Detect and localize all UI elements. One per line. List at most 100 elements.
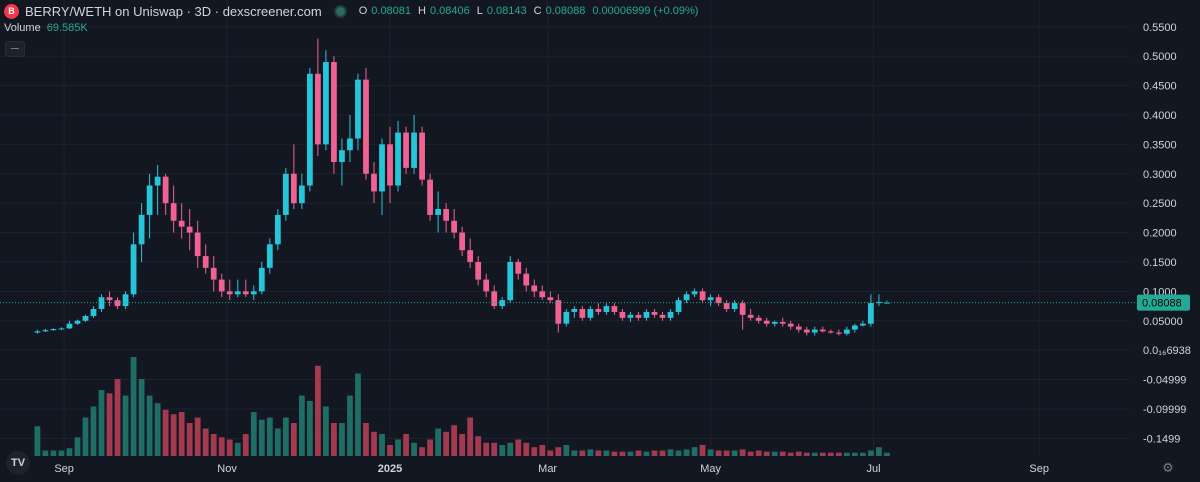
collapse-legend-button[interactable] bbox=[5, 41, 25, 57]
volume-bar bbox=[851, 452, 858, 456]
volume-bar bbox=[323, 406, 329, 456]
volume-bar bbox=[210, 434, 217, 456]
volume-bar bbox=[371, 431, 377, 456]
volume-bar bbox=[50, 450, 57, 456]
volume-bar bbox=[675, 450, 682, 456]
candle-body bbox=[803, 329, 810, 333]
candle-body bbox=[515, 261, 522, 274]
candle-body bbox=[499, 300, 506, 307]
price-tick-label: -0.1499 bbox=[1143, 433, 1180, 445]
volume-legend: Volume 69.585K bbox=[4, 22, 88, 34]
candle-body bbox=[82, 316, 89, 321]
volume-bar bbox=[66, 448, 73, 456]
candle-body bbox=[859, 323, 866, 326]
volume-bar bbox=[635, 450, 642, 456]
time-tick-label: 2025 bbox=[378, 463, 402, 475]
candle-body bbox=[707, 297, 714, 301]
volume-bar bbox=[763, 451, 770, 456]
price-tick-label: -0.04999 bbox=[1143, 375, 1186, 387]
candle-body bbox=[555, 300, 562, 324]
volume-bar bbox=[795, 451, 802, 456]
candle-body bbox=[363, 79, 369, 174]
volume-bar bbox=[290, 423, 297, 456]
ohlc-open-value: 0.08081 bbox=[371, 5, 412, 17]
volume-bar bbox=[739, 449, 746, 456]
volume-bar bbox=[667, 449, 674, 456]
candle-body bbox=[379, 144, 385, 192]
tradingview-logo-icon[interactable]: TV bbox=[6, 451, 30, 475]
candle-body bbox=[250, 291, 257, 295]
volume-bar bbox=[355, 373, 361, 456]
candle-body bbox=[234, 291, 241, 295]
volume-bar bbox=[226, 439, 233, 456]
candle-body bbox=[98, 297, 105, 309]
candle-body bbox=[739, 303, 746, 315]
volume-bar bbox=[74, 437, 81, 456]
chart-header: B BERRY/WETH on Uniswap · 3D · dexscreen… bbox=[4, 2, 701, 20]
candles bbox=[34, 38, 890, 336]
candle-body bbox=[403, 132, 409, 168]
symbol-title[interactable]: BERRY/WETH on Uniswap · 3D · dexscreener… bbox=[25, 3, 322, 19]
last-price-label: 0.08088 bbox=[1142, 298, 1182, 310]
volume-bar bbox=[827, 452, 834, 456]
volume-bar bbox=[451, 425, 458, 456]
volume-bar bbox=[563, 445, 570, 456]
candle-body bbox=[603, 306, 610, 312]
candle-body bbox=[274, 214, 281, 245]
volume-bar bbox=[499, 445, 506, 456]
volume-bar bbox=[779, 451, 786, 456]
volume-bar bbox=[491, 442, 498, 456]
volume-bar bbox=[266, 417, 273, 456]
candle-body bbox=[755, 317, 762, 321]
ohlc-high-value: 0.08406 bbox=[429, 5, 470, 17]
volume-bar bbox=[162, 409, 169, 456]
volume-bar bbox=[146, 395, 153, 456]
volume-bar bbox=[58, 450, 65, 456]
candle-body bbox=[66, 323, 73, 329]
candle-body bbox=[651, 311, 658, 315]
candle-body bbox=[323, 62, 329, 145]
candle-body bbox=[146, 185, 153, 215]
price-tick-label: 0.3000 bbox=[1143, 169, 1177, 181]
volume-bar bbox=[811, 452, 818, 456]
candle-body bbox=[779, 321, 786, 324]
candle-body bbox=[443, 209, 450, 221]
candle-body bbox=[339, 150, 345, 162]
candle-body bbox=[667, 311, 674, 318]
volume-bar bbox=[274, 428, 281, 456]
ohlc-close-value: 0.08088 bbox=[545, 5, 586, 17]
price-tick-label: 0.5500 bbox=[1143, 22, 1177, 34]
price-tick-label: 0.4000 bbox=[1143, 110, 1177, 122]
candle-body bbox=[771, 321, 778, 324]
volume-bar bbox=[747, 451, 754, 456]
candle-body bbox=[459, 232, 466, 251]
candle-body bbox=[483, 279, 490, 292]
candle-body bbox=[763, 320, 770, 324]
volume-bar bbox=[331, 423, 337, 456]
volume-bar bbox=[258, 419, 265, 456]
volume-bar bbox=[467, 417, 474, 456]
time-axis: Sep Nov 2025 Mar May Jul Sep bbox=[54, 463, 1049, 475]
volume-bar bbox=[715, 450, 722, 456]
volume-bar bbox=[42, 450, 49, 456]
price-tick-label: 0.2500 bbox=[1143, 198, 1177, 210]
candle-body bbox=[843, 329, 850, 334]
volume-bar bbox=[106, 393, 113, 456]
volume-bar bbox=[114, 379, 121, 456]
volume-bar bbox=[178, 412, 185, 456]
candle-body bbox=[747, 314, 754, 318]
candle-body bbox=[306, 73, 313, 186]
candle-body bbox=[731, 303, 738, 309]
volume-bar bbox=[242, 434, 249, 456]
candle-body bbox=[371, 173, 377, 192]
candle-body bbox=[539, 291, 546, 298]
price-tick-label: 0.3500 bbox=[1143, 139, 1177, 151]
candle-body bbox=[876, 301, 882, 304]
settings-gear-icon[interactable]: ⚙ bbox=[1162, 460, 1174, 475]
volume-bar bbox=[98, 390, 105, 456]
volume-bar bbox=[884, 452, 890, 456]
volume-bar bbox=[202, 428, 209, 456]
price-tick-label: 0.2000 bbox=[1143, 228, 1177, 240]
market-status-icon bbox=[335, 6, 345, 16]
